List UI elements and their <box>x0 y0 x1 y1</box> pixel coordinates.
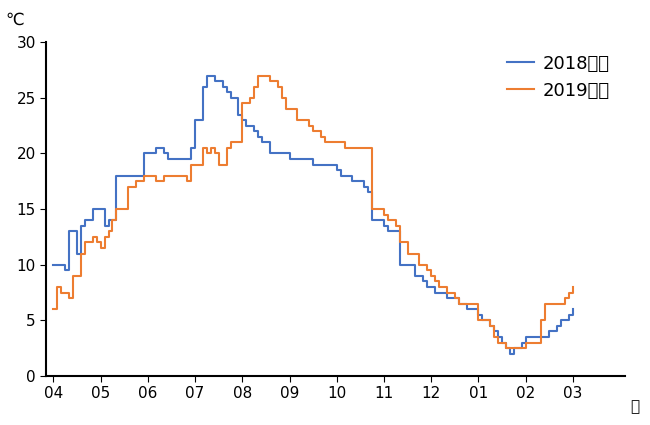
2018年度 <box>148 151 156 156</box>
2018年度 <box>569 307 577 312</box>
Text: 月: 月 <box>630 400 640 414</box>
2018年度 <box>506 351 514 356</box>
2018年度 <box>199 84 207 89</box>
2018年度 <box>49 262 57 267</box>
2019年度 <box>49 307 57 312</box>
2019年度 <box>313 129 321 134</box>
2018年度 <box>356 179 364 184</box>
2019年度 <box>254 73 262 78</box>
2018年度 <box>203 73 211 78</box>
2018年度 <box>274 151 281 156</box>
2019年度 <box>239 101 246 106</box>
2019年度 <box>250 84 258 89</box>
2018年度 <box>81 218 89 223</box>
Line: 2018年度: 2018年度 <box>53 76 573 354</box>
Line: 2019年度: 2019年度 <box>53 76 573 348</box>
2019年度 <box>97 246 105 251</box>
2019年度 <box>569 284 577 289</box>
2019年度 <box>451 295 459 300</box>
2019年度 <box>211 151 218 156</box>
Text: ℃: ℃ <box>6 11 25 29</box>
Legend: 2018年度, 2019年度: 2018年度, 2019年度 <box>507 54 610 99</box>
2018年度 <box>53 262 61 267</box>
2019年度 <box>502 346 510 351</box>
